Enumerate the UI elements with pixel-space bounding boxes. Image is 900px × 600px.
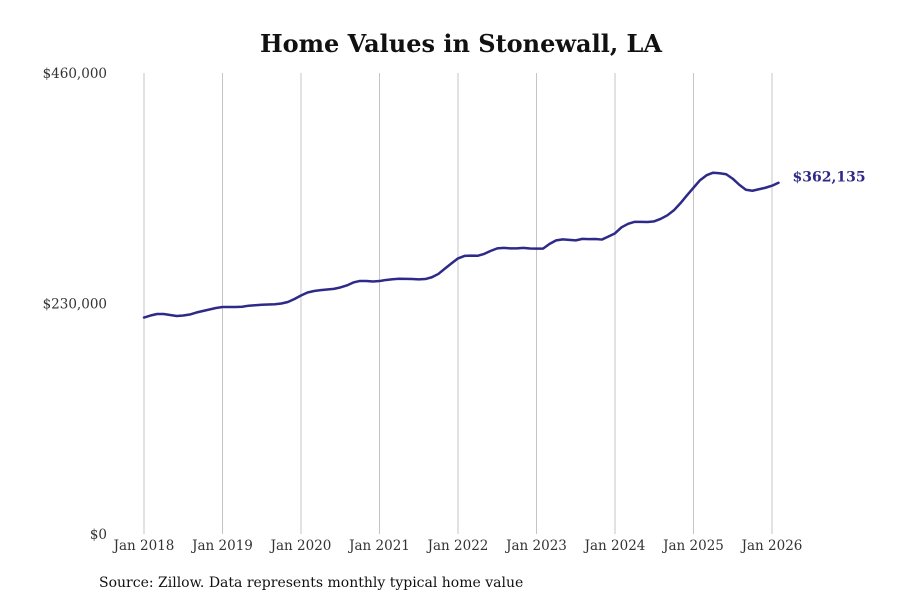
x-tick-label: Jan 2022 [426,538,489,554]
x-tick-label: Jan 2026 [740,538,803,554]
x-axis-tick-labels: Jan 2018 Jan 2019 Jan 2020 Jan 2021 Jan 2022… [112,538,803,554]
x-tick-label: Jan 2020 [269,538,332,554]
vertical-gridlines [143,73,773,534]
source-note: Source: Zillow. Data represents monthly … [99,575,523,591]
x-tick-label: Jan 2021 [347,538,410,554]
x-tick-label: Jan 2025 [661,538,724,554]
y-axis-tick-labels: $0 $230,000 $460,000 [43,66,107,543]
y-tick-label: $0 [90,527,107,543]
chart-title: Home Values in Stonewall, LA [260,29,662,58]
x-tick-label: Jan 2024 [583,538,646,554]
x-tick-label: Jan 2018 [112,538,175,554]
y-tick-label: $460,000 [43,66,107,82]
x-tick-label: Jan 2019 [190,538,253,554]
latest-value-label: $362,135 [793,170,866,186]
y-tick-label: $230,000 [43,297,107,313]
x-tick-label: Jan 2023 [504,538,567,554]
home-value-series-line [142,171,780,319]
